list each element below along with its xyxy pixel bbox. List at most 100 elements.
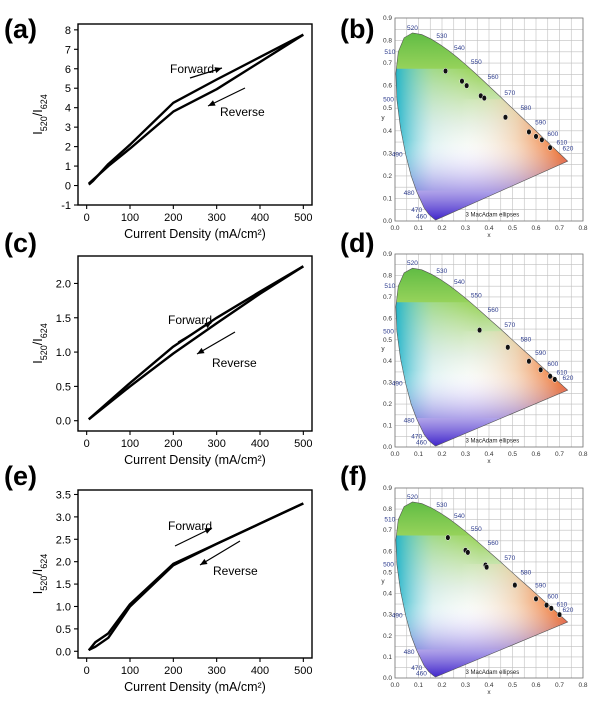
cie-x-tick-label: 0.6 (531, 451, 540, 458)
wavelength-label: 620 (563, 375, 574, 382)
wavelength-label: 530 (436, 268, 447, 275)
cie-x-tick-label: 0.4 (484, 682, 493, 689)
cie-data-point (533, 133, 539, 140)
x-axis-label: Current Density (mA/cm²) (124, 680, 266, 694)
y-label-main: I (31, 360, 45, 363)
x-tick-label: 500 (294, 212, 312, 224)
y-label-main: I (31, 131, 45, 134)
annotation-forward: Forward (168, 313, 212, 327)
wavelength-label: 500 (383, 97, 394, 104)
y-label-mid: /I (31, 109, 45, 116)
cie-y-tick-label: 0.0 (383, 444, 392, 451)
cie-chart-b: 0.0 0.1 0.2 0.3 0.4 0.5 0.6 0.7 0.8 0.0 0.1 0.2 0.3 0… (381, 15, 588, 239)
y-label-sub2: 624 (39, 94, 49, 109)
x-tick-label: 100 (121, 665, 139, 677)
cie-x-tick-label: 0.3 (461, 451, 470, 458)
cie-frame (394, 487, 584, 679)
forward-arrow-head (204, 322, 212, 329)
y-tick-label: 2.5 (56, 534, 71, 546)
cie-data-point (538, 366, 544, 373)
wavelength-label: 520 (407, 260, 418, 267)
wavelength-label: 580 (520, 337, 531, 344)
cie-y-tick-label: 0.2 (383, 633, 392, 640)
cie-x-tick-label: 0.2 (437, 682, 446, 689)
cie-x-tick-label: 0.8 (578, 451, 587, 458)
y-tick-label: 2.0 (56, 557, 71, 569)
cie-x-axis-label: x (487, 232, 491, 239)
panel-label-f: (f) (340, 461, 367, 491)
wavelength-label: 510 (384, 49, 395, 56)
cie-y-tick-label: 0.8 (383, 38, 392, 45)
cie-data-point (556, 611, 563, 618)
wavelength-label: 550 (471, 526, 482, 533)
cie-y-tick-label: 0.4 (383, 128, 392, 135)
cie-y-tick-label: 0.9 (383, 251, 392, 258)
cie-x-tick-label: 0.2 (437, 225, 446, 232)
wavelength-label: 570 (504, 322, 515, 329)
cie-y-tick-label: 0.5 (383, 105, 392, 112)
y-label-sub2: 624 (39, 554, 49, 569)
y-axis-label: I520/I624 (31, 94, 49, 135)
cie-y-tick-label: 0.7 (383, 60, 392, 67)
cie-y-tick-label: 0.8 (383, 272, 392, 279)
y-tick-label: 8 (65, 25, 71, 37)
chart-e: 0 100 200 300 400 500 0.0 0.5 1.0 1.5 2.0 2.5 3.0 3.5… (31, 489, 313, 694)
cie-y-tick-label: 0.1 (383, 195, 392, 202)
x-axis-label: Current Density (mA/cm²) (124, 453, 266, 467)
panel-label-a: (a) (4, 14, 37, 44)
panel-label-b: (b) (340, 14, 374, 44)
cie-y-tick-label: 0.3 (383, 150, 392, 157)
cie-data-point (459, 78, 465, 85)
y-tick-label: 2.0 (56, 278, 71, 290)
chart-c: 0 100 200 300 400 500 0.0 0.5 1.0 1.5 2.0 Current D… (31, 255, 313, 467)
y-tick-label: 0.5 (56, 381, 71, 393)
cie-x-tick-label: 0.1 (414, 682, 423, 689)
cie-y-tick-label: 0.9 (383, 485, 392, 492)
wavelength-label: 540 (454, 279, 465, 286)
cie-x-tick-label: 0.0 (390, 451, 399, 458)
cie-x-tick-label: 0.4 (484, 225, 493, 232)
wavelength-label: 570 (504, 555, 515, 562)
cie-data-point (442, 67, 449, 75)
annotation-reverse: Reverse (220, 105, 265, 119)
cie-x-tick-label: 0.5 (508, 451, 517, 458)
cie-y-tick-label: 0.1 (383, 423, 392, 430)
cie-data-point (484, 564, 490, 571)
cie-data-point (547, 144, 553, 151)
panel-label-e: (e) (4, 461, 37, 491)
x-tick-label: 500 (294, 665, 312, 677)
cie-data-point (465, 549, 471, 556)
plot-frame (77, 489, 313, 659)
cie-y-tick-label: 0.6 (383, 548, 392, 555)
wavelength-label: 460 (416, 671, 427, 678)
series-forward-line (88, 265, 304, 421)
wavelength-label: 510 (384, 517, 395, 524)
cie-data-point (539, 136, 545, 143)
wavelength-label: 620 (563, 145, 574, 152)
wavelength-label: 560 (488, 307, 499, 314)
cie-note: 3 MacAdam ellipses (466, 670, 520, 676)
cie-frame (394, 17, 584, 222)
x-tick-label: 100 (121, 438, 139, 450)
spectral-locus (395, 32, 569, 221)
wavelength-label: 590 (535, 119, 546, 126)
cie-y-tick-label: 0.5 (383, 569, 392, 576)
y-tick-label: 2 (65, 142, 71, 154)
reverse-arrow (196, 331, 236, 355)
x-tick-label: 100 (121, 212, 139, 224)
cie-y-axis-label: y (381, 578, 385, 585)
series-reverse-line (88, 33, 304, 185)
wavelength-label: 480 (404, 190, 415, 197)
y-tick-label: 1.0 (56, 601, 71, 613)
wavelength-label: 600 (547, 131, 558, 138)
cie-data-point (481, 95, 487, 102)
cie-y-tick-label: 0.8 (383, 506, 392, 513)
wavelength-label: 480 (404, 649, 415, 656)
y-tick-label: 3.5 (56, 489, 71, 501)
y-label-sub2: 624 (39, 323, 49, 338)
x-tick-label: 200 (164, 665, 182, 677)
plot-frame (77, 255, 313, 432)
wavelength-label: 470 (411, 207, 422, 214)
y-label-sub1: 520 (39, 116, 49, 131)
